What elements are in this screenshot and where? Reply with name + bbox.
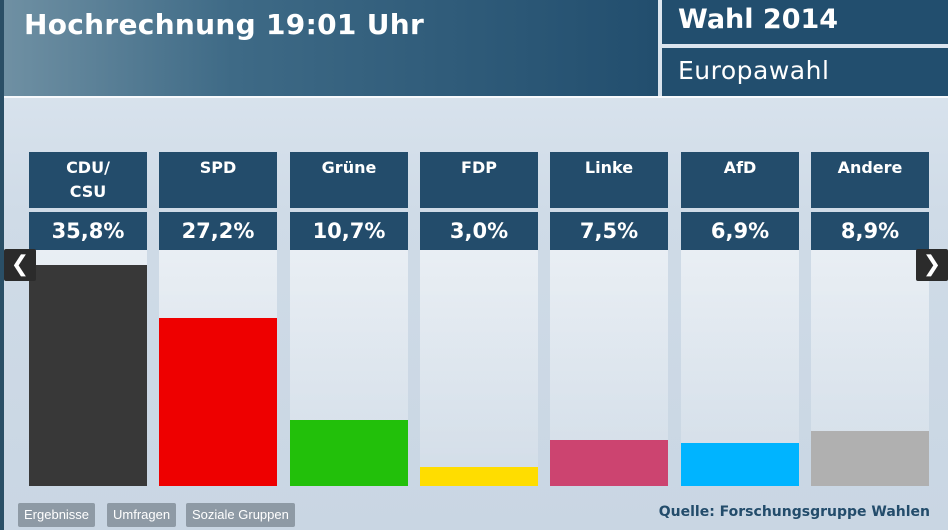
election-type-panel: Europawahl: [662, 48, 948, 96]
party-value-label: 8,9%: [811, 212, 929, 250]
bar: [681, 443, 799, 486]
bar: [811, 431, 929, 486]
party-value-label: 7,5%: [550, 212, 668, 250]
bar: [159, 318, 277, 486]
election-year: Wahl 2014: [678, 4, 839, 35]
bar: [29, 265, 147, 486]
bar: [420, 467, 538, 486]
header-divider: [4, 96, 948, 98]
party-label: SPD: [159, 152, 277, 208]
results-button[interactable]: Ergebnisse: [18, 503, 96, 527]
bar: [290, 420, 408, 486]
election-year-panel: Wahl 2014: [662, 0, 948, 44]
party-label: Andere: [811, 152, 929, 208]
bar: [550, 440, 668, 486]
column-track: [420, 250, 538, 486]
chevron-right-icon[interactable]: ❯: [916, 249, 948, 281]
social-groups-button[interactable]: Soziale Gruppen: [186, 503, 295, 527]
source-note: Quelle: Forschungsgruppe Wahlen: [658, 504, 930, 520]
left-edge-strip: [0, 0, 4, 530]
party-value-label: 10,7%: [290, 212, 408, 250]
header-panel: Hochrechnung 19:01 Uhr: [4, 0, 658, 96]
polls-button[interactable]: Umfragen: [107, 503, 177, 527]
party-value-label: 35,8%: [29, 212, 147, 250]
page-title: Hochrechnung 19:01 Uhr: [24, 8, 425, 41]
party-label: CDU/ CSU: [29, 152, 147, 208]
party-value-label: 3,0%: [420, 212, 538, 250]
chevron-left-icon[interactable]: ❮: [4, 249, 36, 281]
party-value-label: 6,9%: [681, 212, 799, 250]
party-label: Linke: [550, 152, 668, 208]
party-label: AfD: [681, 152, 799, 208]
election-type: Europawahl: [678, 56, 830, 85]
party-label: Grüne: [290, 152, 408, 208]
party-value-label: 27,2%: [159, 212, 277, 250]
party-label: FDP: [420, 152, 538, 208]
